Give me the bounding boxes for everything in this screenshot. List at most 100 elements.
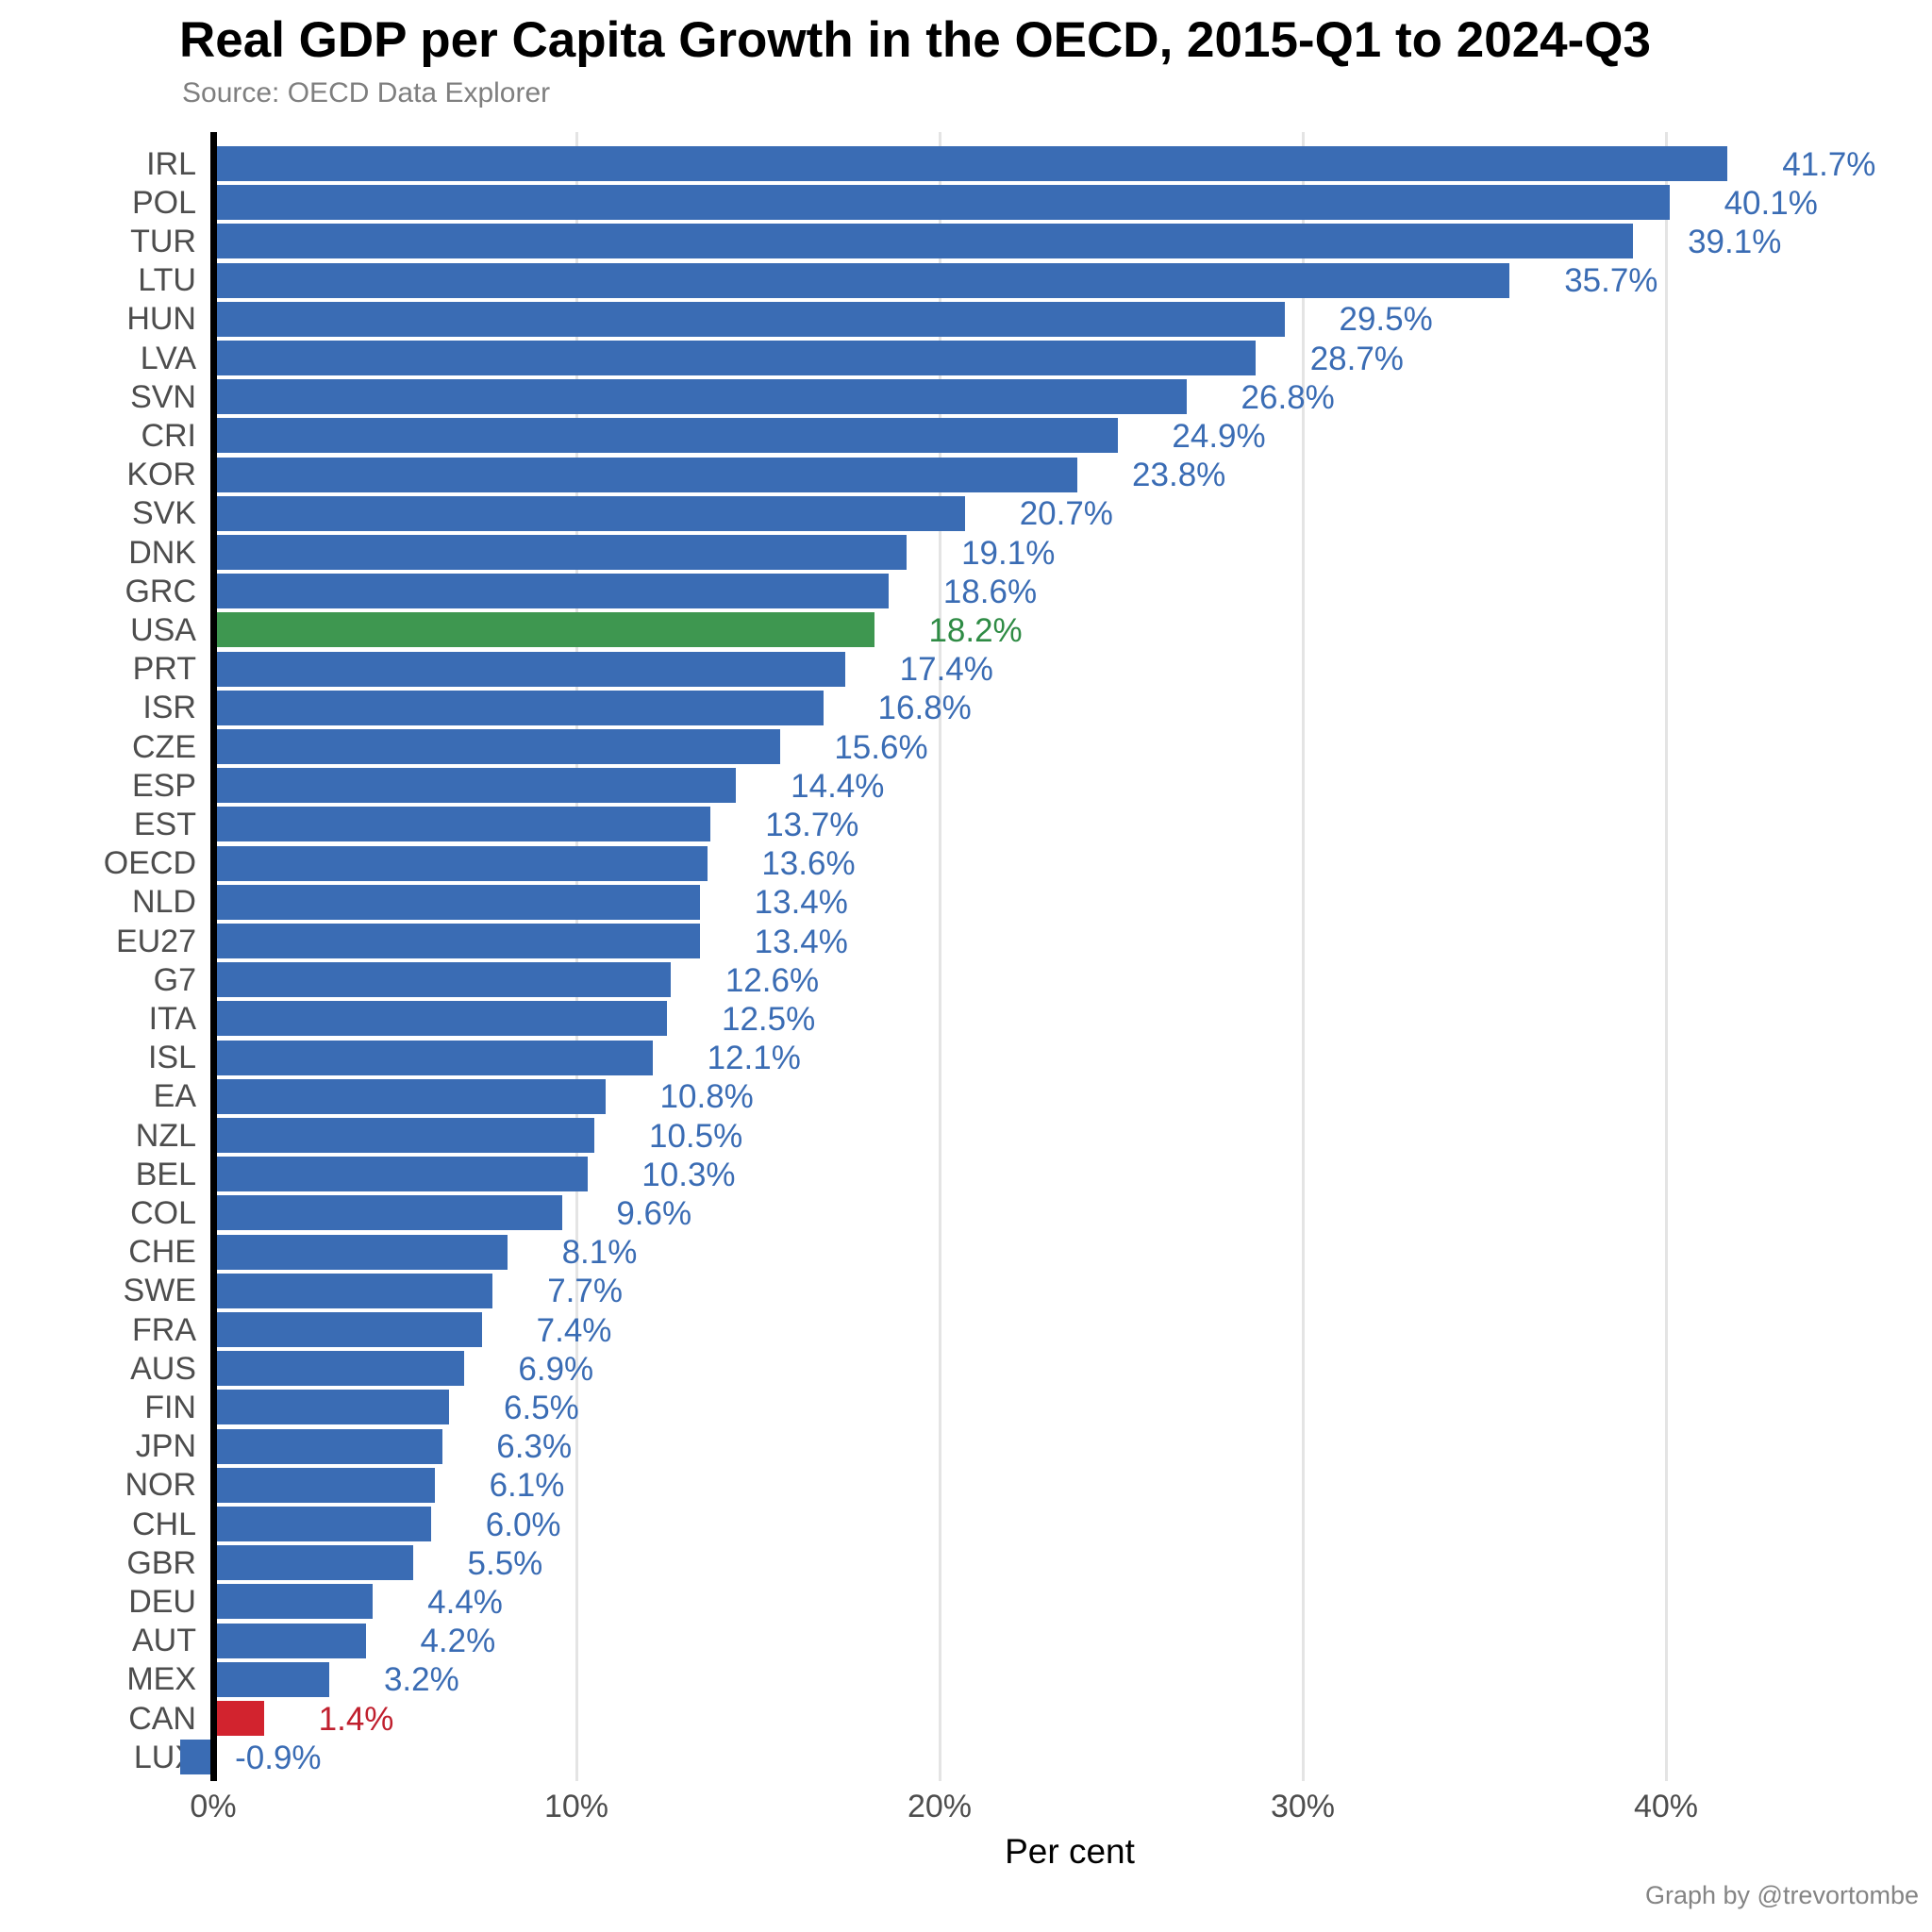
- value-label-svn: 26.8%: [1241, 378, 1335, 416]
- value-label-nld: 13.4%: [754, 884, 848, 922]
- category-label-fin: FIN: [144, 1389, 196, 1425]
- bar-prt: [213, 651, 845, 687]
- value-label-irl: 41.7%: [1782, 145, 1876, 183]
- value-label-nor: 6.1%: [489, 1467, 565, 1505]
- category-label-oecd: OECD: [103, 845, 196, 882]
- bar-grc: [213, 574, 890, 609]
- category-label-bel: BEL: [135, 1156, 196, 1192]
- bar-eu27: [213, 924, 700, 958]
- x-tick-40%: 40%: [1633, 1789, 1699, 1824]
- bar-dnk: [213, 535, 908, 570]
- chart-source: Source: OECD Data Explorer: [182, 77, 551, 108]
- bar-lva: [213, 341, 1256, 375]
- value-label-aut: 4.2%: [420, 1623, 496, 1660]
- category-label-prt: PRT: [132, 651, 196, 688]
- category-label-ltu: LTU: [138, 262, 196, 299]
- bar-gbr: [213, 1545, 413, 1581]
- bar-isl: [213, 1040, 653, 1075]
- bar-ltu: [213, 262, 1510, 298]
- bar-swe: [213, 1273, 493, 1308]
- category-label-hun: HUN: [126, 301, 196, 338]
- bar-cze: [213, 729, 780, 764]
- value-label-cze: 15.6%: [834, 728, 928, 766]
- category-label-lux: LUX: [133, 1739, 196, 1775]
- category-label-g7: G7: [153, 961, 196, 998]
- category-label-nor: NOR: [125, 1467, 196, 1504]
- value-label-lva: 28.7%: [1309, 340, 1404, 377]
- value-label-che: 8.1%: [561, 1234, 638, 1272]
- x-tick-30%: 30%: [1270, 1789, 1336, 1824]
- value-label-pol: 40.1%: [1724, 184, 1818, 222]
- category-label-col: COL: [130, 1194, 196, 1231]
- gridline-20%: [938, 132, 941, 1781]
- category-label-lva: LVA: [140, 340, 196, 376]
- category-label-dnk: DNK: [128, 534, 196, 571]
- value-label-isr: 16.8%: [877, 690, 972, 727]
- bar-pol: [213, 185, 1670, 221]
- value-label-ea: 10.8%: [659, 1078, 754, 1116]
- category-label-nld: NLD: [131, 884, 196, 921]
- category-label-nzl: NZL: [135, 1117, 196, 1154]
- category-label-ita: ITA: [148, 1000, 196, 1037]
- bar-deu: [213, 1584, 374, 1620]
- category-label-cze: CZE: [132, 728, 196, 765]
- value-label-nzl: 10.5%: [649, 1117, 743, 1155]
- value-label-fra: 7.4%: [536, 1311, 612, 1349]
- bar-ea: [213, 1078, 606, 1114]
- category-label-deu: DEU: [128, 1583, 196, 1620]
- bar-mex: [213, 1661, 330, 1697]
- bar-tur: [213, 224, 1634, 259]
- bar-svk: [213, 495, 965, 531]
- x-tick-10%: 10%: [543, 1789, 609, 1824]
- value-label-ita: 12.5%: [722, 1000, 816, 1038]
- value-label-swe: 7.7%: [547, 1273, 623, 1310]
- bar-fin: [213, 1390, 450, 1425]
- category-label-usa: USA: [130, 611, 196, 648]
- bar-bel: [213, 1157, 588, 1192]
- bar-svn: [213, 379, 1187, 415]
- category-label-kor: KOR: [126, 457, 196, 493]
- category-label-svk: SVK: [131, 495, 196, 532]
- category-label-esp: ESP: [131, 767, 196, 804]
- bar-isr: [213, 690, 824, 725]
- bar-jpn: [213, 1428, 442, 1464]
- x-tick-20%: 20%: [907, 1789, 973, 1824]
- value-label-est: 13.7%: [765, 806, 859, 843]
- bar-aus: [213, 1351, 464, 1387]
- bar-esp: [213, 768, 737, 804]
- category-label-che: CHE: [128, 1234, 196, 1271]
- category-label-mex: MEX: [126, 1661, 196, 1698]
- value-label-fin: 6.5%: [504, 1389, 579, 1426]
- bar-lux: [180, 1740, 213, 1775]
- category-label-jpn: JPN: [135, 1428, 196, 1465]
- bar-ita: [213, 1001, 668, 1037]
- x-axis-title: Per cent: [1005, 1832, 1135, 1871]
- bar-chl: [213, 1507, 431, 1541]
- value-label-bel: 10.3%: [641, 1156, 736, 1193]
- value-label-col: 9.6%: [616, 1194, 692, 1232]
- category-label-can: CAN: [128, 1700, 196, 1737]
- bar-g7: [213, 962, 672, 998]
- category-label-eu27: EU27: [115, 923, 196, 959]
- value-label-deu: 4.4%: [427, 1583, 503, 1621]
- value-label-usa: 18.2%: [928, 611, 1023, 649]
- bar-nld: [213, 884, 700, 920]
- value-label-prt: 17.4%: [899, 651, 993, 689]
- bar-aut: [213, 1623, 366, 1658]
- bar-hun: [213, 301, 1285, 337]
- chart-title: Real GDP per Capita Growth in the OECD, …: [179, 12, 1652, 68]
- category-label-irl: IRL: [146, 145, 196, 182]
- value-label-cri: 24.9%: [1172, 417, 1266, 455]
- category-label-aut: AUT: [132, 1623, 196, 1659]
- value-label-can: 1.4%: [318, 1700, 394, 1738]
- value-label-gbr: 5.5%: [467, 1544, 543, 1582]
- value-label-svk: 20.7%: [1019, 495, 1113, 533]
- category-label-ea: EA: [153, 1078, 196, 1115]
- value-label-tur: 39.1%: [1688, 223, 1782, 260]
- value-label-jpn: 6.3%: [496, 1428, 573, 1466]
- value-label-ltu: 35.7%: [1564, 262, 1658, 300]
- category-label-gbr: GBR: [126, 1544, 196, 1581]
- category-label-pol: POL: [131, 184, 196, 221]
- bar-nor: [213, 1467, 435, 1503]
- bar-fra: [213, 1312, 482, 1347]
